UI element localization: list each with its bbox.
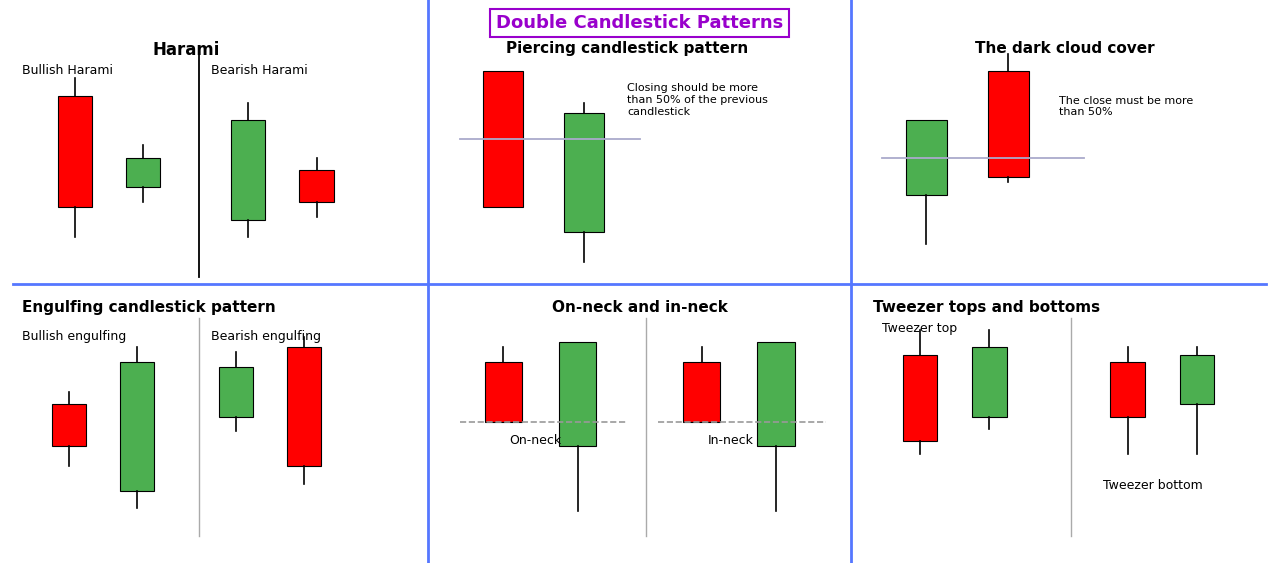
- Text: Engulfing candlestick pattern: Engulfing candlestick pattern: [22, 300, 276, 315]
- Text: The dark cloud cover: The dark cloud cover: [975, 41, 1155, 56]
- Bar: [483, 71, 523, 207]
- Bar: [1110, 362, 1145, 417]
- Text: Tweezer top: Tweezer top: [883, 323, 958, 336]
- Bar: [231, 120, 265, 220]
- Text: On-neck and in-neck: On-neck and in-neck: [551, 300, 728, 315]
- Bar: [286, 347, 321, 466]
- Bar: [125, 158, 160, 187]
- Bar: [683, 362, 720, 422]
- Bar: [219, 367, 253, 417]
- Bar: [903, 355, 938, 441]
- Bar: [906, 120, 946, 195]
- Bar: [1179, 355, 1214, 404]
- Bar: [51, 404, 86, 446]
- Text: Bullish Harami: Bullish Harami: [22, 64, 113, 77]
- Text: On-neck: On-neck: [509, 434, 561, 447]
- Bar: [299, 170, 334, 202]
- Bar: [757, 342, 794, 446]
- Text: Harami: Harami: [152, 41, 220, 59]
- Text: The close must be more
than 50%: The close must be more than 50%: [1059, 96, 1193, 117]
- Text: In-neck: In-neck: [707, 434, 753, 447]
- Text: Double Candlestick Patterns: Double Candlestick Patterns: [496, 14, 783, 32]
- Bar: [564, 113, 604, 232]
- Bar: [987, 71, 1028, 177]
- Text: Tweezer bottom: Tweezer bottom: [1102, 479, 1202, 491]
- Text: Bearish Harami: Bearish Harami: [211, 64, 308, 77]
- Bar: [559, 342, 596, 446]
- Bar: [972, 347, 1007, 417]
- Text: Tweezer tops and bottoms: Tweezer tops and bottoms: [872, 300, 1100, 315]
- Text: Bullish engulfing: Bullish engulfing: [22, 330, 127, 343]
- Text: Piercing candlestick pattern: Piercing candlestick pattern: [506, 41, 748, 56]
- Text: Bearish engulfing: Bearish engulfing: [211, 330, 321, 343]
- Bar: [58, 96, 92, 207]
- Text: Closing should be more
than 50% of the previous
candlestick: Closing should be more than 50% of the p…: [627, 83, 769, 117]
- Bar: [120, 362, 153, 491]
- Bar: [485, 362, 522, 422]
